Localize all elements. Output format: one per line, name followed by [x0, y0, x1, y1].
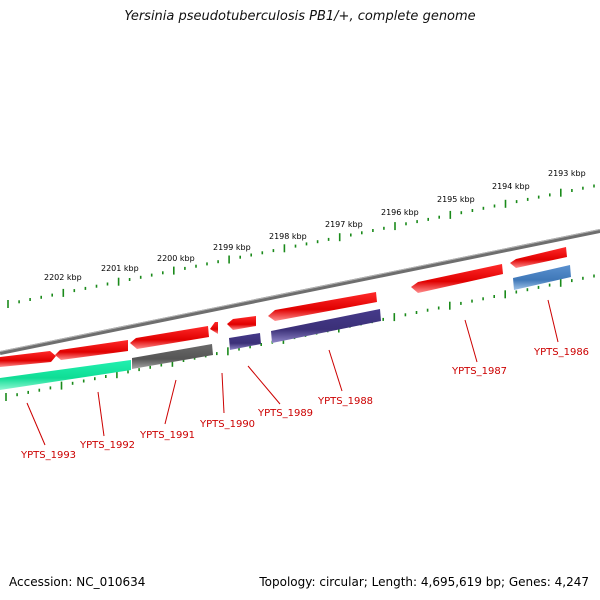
gene-ypts-1986-cds[interactable]	[513, 265, 571, 290]
outer-scale-ticks	[7, 184, 595, 308]
kbp-labels: 2193 kbp 2194 kbp 2195 kbp 2196 kbp 2197…	[44, 169, 586, 282]
gene-ypts-1991-feature[interactable]	[130, 326, 209, 349]
gene-ypts-1988-cds[interactable]	[271, 309, 381, 343]
kbp-label: 2202 kbp	[44, 273, 82, 282]
gene-ypts-1993-cds[interactable]	[0, 360, 131, 390]
gene-labels: YPTS_1986 YPTS_1987 YPTS_1988 YPTS_1989 …	[20, 347, 589, 461]
gene-ypts-1993-feature[interactable]	[0, 351, 56, 367]
genome-summary-text: Topology: circular; Length: 4,695,619 bp…	[259, 575, 589, 589]
gene-label-ypts-1991[interactable]: YPTS_1991	[139, 430, 195, 441]
kbp-label: 2197 kbp	[325, 220, 363, 229]
gene-label-ypts-1990[interactable]: YPTS_1990	[199, 419, 255, 430]
kbp-label: 2201 kbp	[101, 264, 139, 273]
gene-ypts-1988-feature[interactable]	[268, 292, 377, 321]
accession-text: Accession: NC_010634	[9, 575, 146, 589]
inner-scale-ticks	[5, 274, 595, 401]
gene-ypts-1992-feature[interactable]	[55, 340, 128, 360]
gene-label-ypts-1986[interactable]: YPTS_1986	[533, 347, 589, 358]
kbp-label: 2200 kbp	[157, 254, 195, 263]
kbp-label: 2193 kbp	[548, 169, 586, 178]
gene-ypts-1986-feature[interactable]	[510, 247, 567, 268]
kbp-label: 2195 kbp	[437, 195, 475, 204]
kbp-label: 2198 kbp	[269, 232, 307, 241]
gene-ypts-1990-feature[interactable]	[210, 322, 218, 334]
gene-ypts-1987-feature[interactable]	[411, 264, 503, 293]
kbp-label: 2194 kbp	[492, 182, 530, 191]
map-title: Yersinia pseudotuberculosis PB1/+, compl…	[124, 9, 476, 24]
gene-ypts-1991-cds[interactable]	[132, 344, 213, 369]
gene-ypts-1989-feature[interactable]	[227, 316, 256, 330]
kbp-label: 2196 kbp	[381, 208, 419, 217]
gene-label-ypts-1993[interactable]: YPTS_1993	[20, 450, 76, 461]
genome-backbone	[0, 229, 600, 355]
gene-label-ypts-1988[interactable]: YPTS_1988	[317, 396, 373, 407]
gene-features	[0, 247, 571, 390]
gene-label-ypts-1989[interactable]: YPTS_1989	[257, 408, 313, 419]
gene-leader-lines	[26, 299, 559, 446]
gene-ypts-1989-cds[interactable]	[229, 333, 261, 350]
gene-label-ypts-1987[interactable]: YPTS_1987	[451, 366, 507, 377]
gene-label-ypts-1992[interactable]: YPTS_1992	[79, 440, 135, 451]
kbp-label: 2199 kbp	[213, 243, 251, 252]
